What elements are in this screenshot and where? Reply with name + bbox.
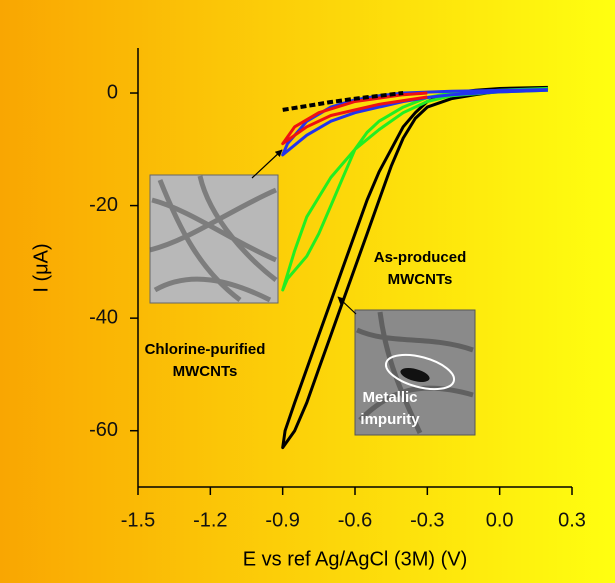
x-axis-label: E vs ref Ag/AgCl (3M) (V) [243, 548, 468, 570]
x-tick-label: -1.2 [193, 509, 227, 531]
y-tick-label: -40 [89, 306, 118, 328]
inset-image [149, 174, 279, 304]
y-tick-label: -20 [89, 194, 118, 216]
x-tick-label: 0.3 [558, 509, 586, 531]
inset-image [354, 309, 476, 436]
x-tick-label: 0.0 [486, 509, 514, 531]
annotation: Chlorine-purified [145, 341, 266, 358]
annotation: impurity [360, 411, 420, 428]
cv-curve [281, 85, 548, 450]
y-axis-label: I (μA) [30, 243, 52, 292]
annotation: MWCNTs [388, 271, 453, 288]
y-tick-label: -60 [89, 419, 118, 441]
x-tick-label: -1.5 [121, 509, 155, 531]
x-tick-label: -0.9 [265, 509, 299, 531]
annotation: As-produced [374, 249, 467, 266]
cv-curve [281, 91, 428, 146]
arrow [251, 149, 283, 179]
annotation: Metallic [362, 389, 417, 406]
x-tick-label: -0.6 [338, 509, 372, 531]
y-tick-label: 0 [107, 81, 118, 103]
x-tick-label: -0.3 [410, 509, 444, 531]
annotation: MWCNTs [173, 363, 238, 380]
cv-curve [282, 91, 404, 112]
cv-curve [281, 87, 548, 292]
arrow [337, 296, 357, 315]
